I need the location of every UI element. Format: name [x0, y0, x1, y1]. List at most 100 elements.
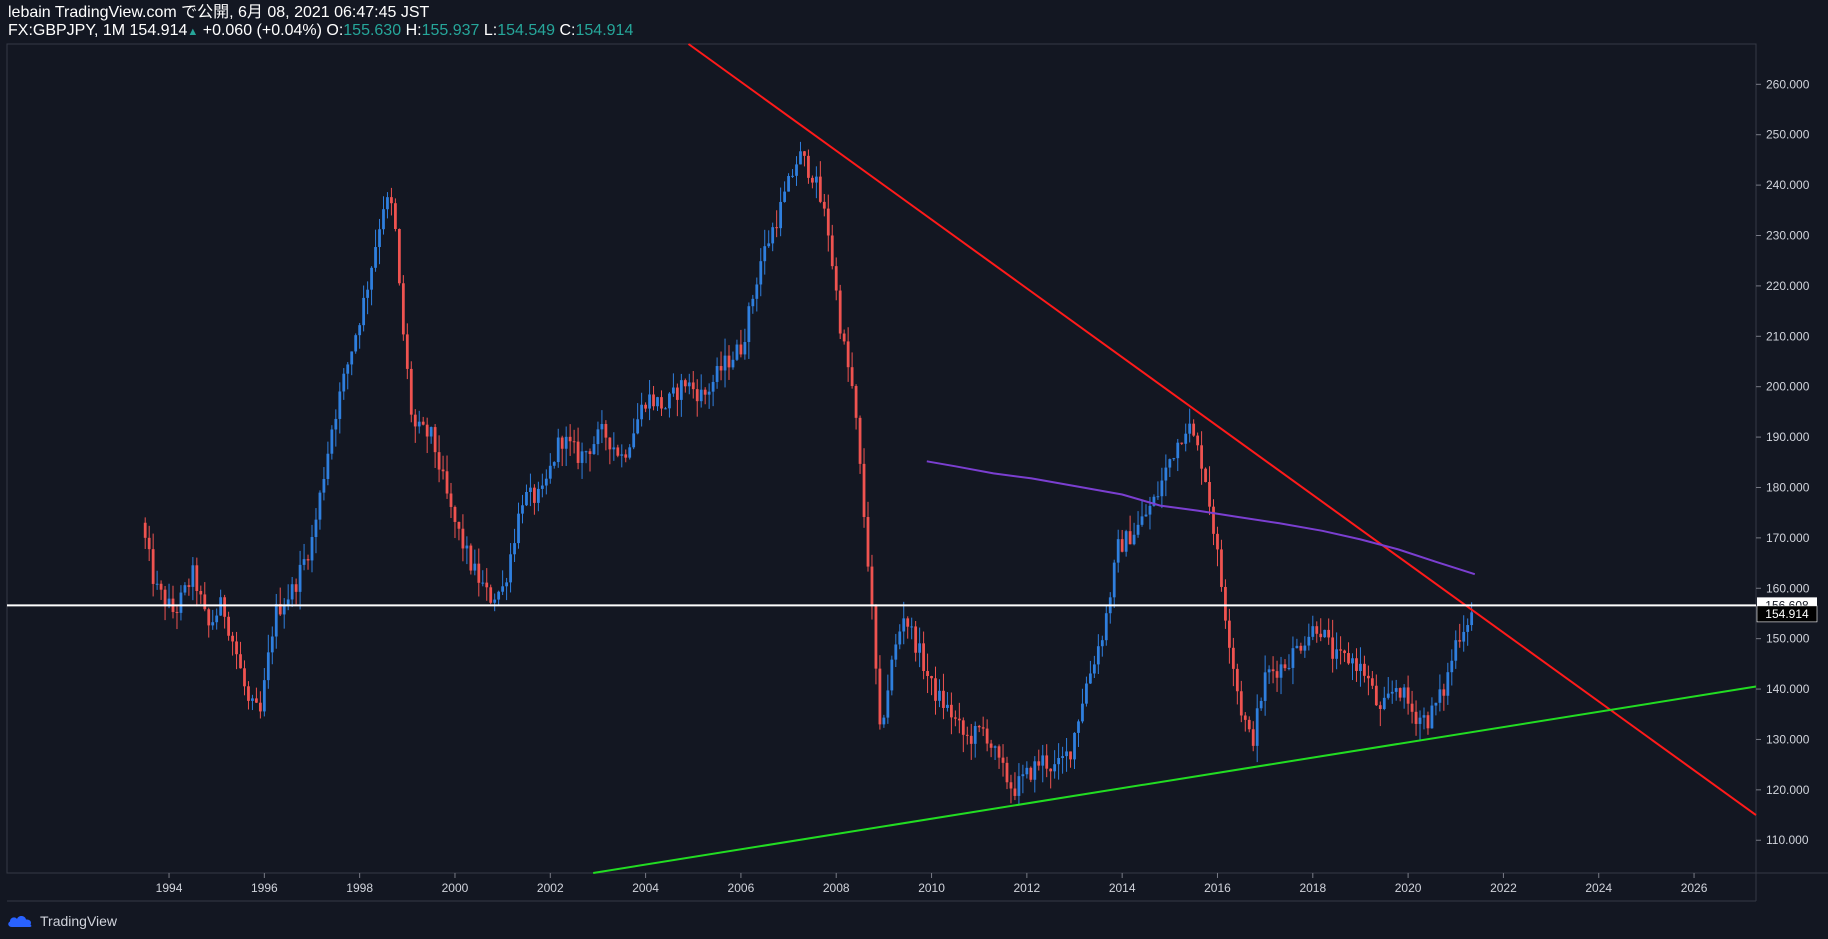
candle-up — [1168, 459, 1172, 468]
candle-up — [707, 391, 711, 395]
candle-up — [378, 229, 381, 248]
candle-up — [910, 626, 914, 628]
change-value: +0.060 (+0.04%) — [202, 22, 322, 39]
price-tag-label: 154.914 — [1765, 607, 1809, 621]
candle-up — [429, 427, 433, 437]
candle-down — [203, 594, 207, 610]
candle-down — [576, 441, 580, 463]
candle-up — [314, 519, 318, 538]
candle-down — [660, 397, 663, 409]
low-label: L: — [483, 22, 498, 39]
candle-up — [584, 451, 588, 453]
candle-up — [1021, 774, 1025, 777]
tradingview-cloud-icon — [8, 916, 32, 927]
candle-up — [509, 554, 512, 583]
time-tick-label: 2004 — [632, 881, 659, 895]
candle-up — [1351, 658, 1354, 664]
candle-down — [1442, 689, 1446, 696]
candle-down — [850, 367, 854, 387]
candle-up — [1112, 562, 1116, 598]
candle-up — [493, 599, 497, 603]
time-tick-label: 2008 — [823, 881, 850, 895]
candle-up — [1085, 683, 1088, 704]
candle-up — [302, 559, 306, 565]
high-value: 155.937 — [421, 22, 480, 39]
candle-up — [672, 387, 675, 394]
candle-down — [1275, 671, 1279, 678]
candle-up — [1104, 613, 1108, 641]
candle-up — [1295, 645, 1299, 649]
candle-up — [743, 342, 747, 355]
candle-down — [278, 604, 282, 615]
candle-up — [1287, 667, 1291, 669]
candle-up — [1176, 442, 1180, 459]
candle-down — [846, 341, 850, 368]
candle-down — [858, 417, 862, 464]
candle-up — [723, 355, 727, 371]
candle-up — [1446, 672, 1450, 696]
candle-up — [417, 421, 421, 427]
candle-down — [1271, 669, 1275, 672]
candle-up — [580, 451, 584, 463]
drawings-layer — [7, 43, 1757, 874]
candle-up — [326, 453, 330, 479]
time-tick-label: 2018 — [1299, 881, 1326, 895]
candle-down — [1196, 435, 1200, 446]
candle-up — [612, 447, 616, 450]
candle-down — [255, 698, 258, 703]
candle-down — [401, 283, 405, 335]
price-axis[interactable]: 110.000 120.000 130.000 140.000 150.000 160.0… — [1756, 77, 1810, 847]
candle-down — [143, 522, 147, 538]
candle-down — [644, 404, 647, 409]
candle-up — [1077, 721, 1080, 733]
candle-up — [1124, 531, 1128, 552]
candle-down — [739, 344, 743, 355]
candle-down — [1410, 703, 1414, 712]
last-price: 154.914 — [129, 22, 188, 39]
candle-up — [1089, 673, 1092, 684]
candle-down — [997, 746, 1001, 758]
candle-up — [1466, 625, 1470, 632]
candle-down — [1045, 755, 1049, 769]
price-tick-label: 120.000 — [1766, 783, 1810, 797]
time-axis[interactable]: 1994 1996 1998 2000 2002 2004 2006 2008 2010 2012… — [156, 873, 1708, 895]
candle-down — [1128, 531, 1132, 545]
high-label: H: — [405, 22, 422, 39]
candle-up — [1152, 496, 1156, 506]
candle-up — [1160, 480, 1164, 497]
candle-down — [413, 414, 417, 427]
candle-up — [191, 565, 195, 587]
candle-up — [521, 505, 524, 514]
open-label: O: — [326, 22, 344, 39]
candle-up — [215, 615, 219, 623]
candle-down — [1406, 687, 1410, 704]
price-tick-label: 260.000 — [1766, 77, 1810, 91]
price-tick-label: 240.000 — [1766, 178, 1810, 192]
candle-up — [330, 429, 334, 454]
candle-down — [239, 654, 242, 669]
candle-up — [1259, 700, 1263, 709]
candle-up — [556, 437, 560, 463]
candle-up — [735, 344, 739, 360]
candle-down — [235, 641, 238, 655]
candle-down — [878, 668, 882, 725]
candle-down — [533, 487, 536, 503]
brand-watermark[interactable]: TradingView — [6, 910, 117, 932]
candle-up — [382, 209, 385, 230]
candle-up — [783, 191, 786, 202]
candle-up — [1092, 664, 1096, 674]
candle-down — [199, 591, 203, 595]
candle-down — [1192, 423, 1196, 436]
candle-down — [727, 355, 731, 368]
candle-down — [568, 436, 572, 442]
candle-down — [1013, 788, 1017, 796]
candle-down — [1327, 629, 1331, 638]
candle-up — [648, 394, 651, 409]
candle-up — [1053, 764, 1057, 772]
candle-up — [1017, 776, 1021, 796]
candle-up — [1279, 664, 1283, 678]
price-tick-label: 230.000 — [1766, 229, 1810, 243]
candle-up — [1450, 660, 1454, 673]
chart-header: lebain TradingView.com で公開, 6月 08, 2021 … — [8, 4, 1408, 42]
